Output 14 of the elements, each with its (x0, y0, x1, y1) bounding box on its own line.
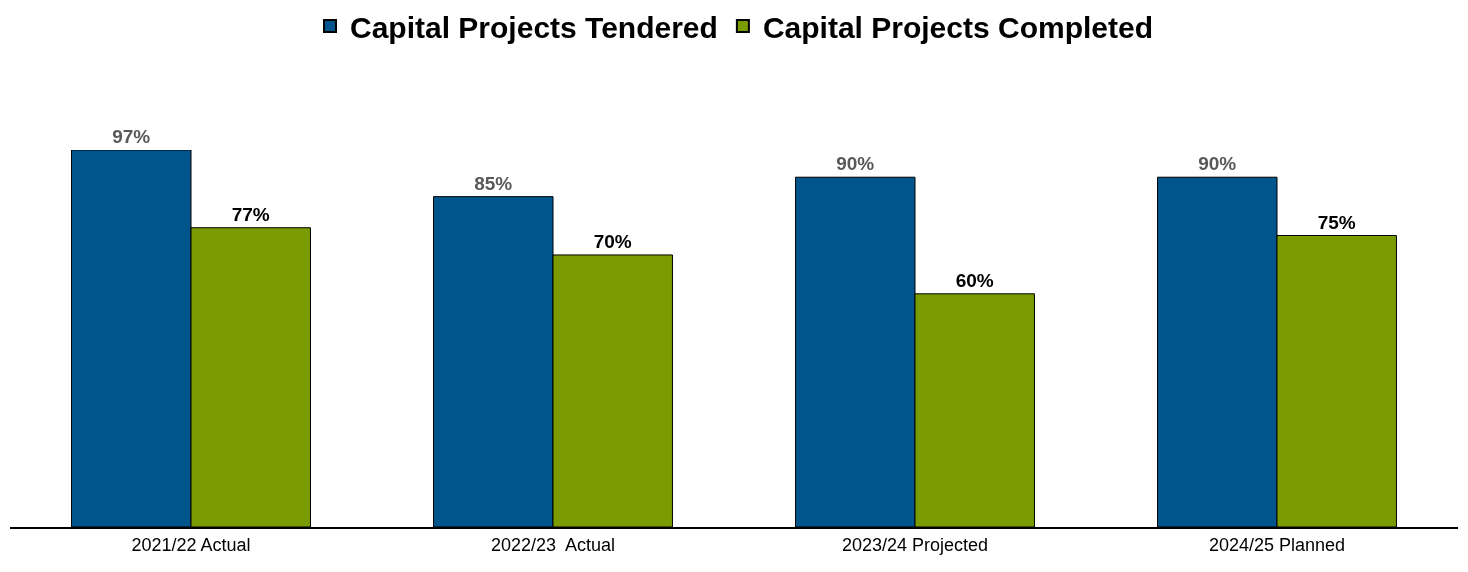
data-label: 60% (955, 269, 994, 291)
data-label: 77% (231, 203, 270, 225)
x-tick-label: 2022/23 Actual (490, 534, 616, 555)
data-label: 75% (1317, 211, 1356, 233)
x-tick-label: 2021/22 Actual (131, 534, 251, 555)
x-tick-label: 2023/24 Projected (841, 534, 989, 555)
data-label: 85% (474, 172, 513, 194)
legend-label: Capital Projects Completed (762, 10, 1153, 44)
data-label: 90% (1198, 153, 1237, 175)
data-label: 70% (593, 230, 632, 252)
data-label: 97% (112, 126, 151, 147)
legend-label: Capital Projects Tendered (350, 10, 718, 44)
x-tick-label: 2024/25 Planned (1208, 534, 1346, 555)
data-label: 90% (836, 153, 875, 175)
